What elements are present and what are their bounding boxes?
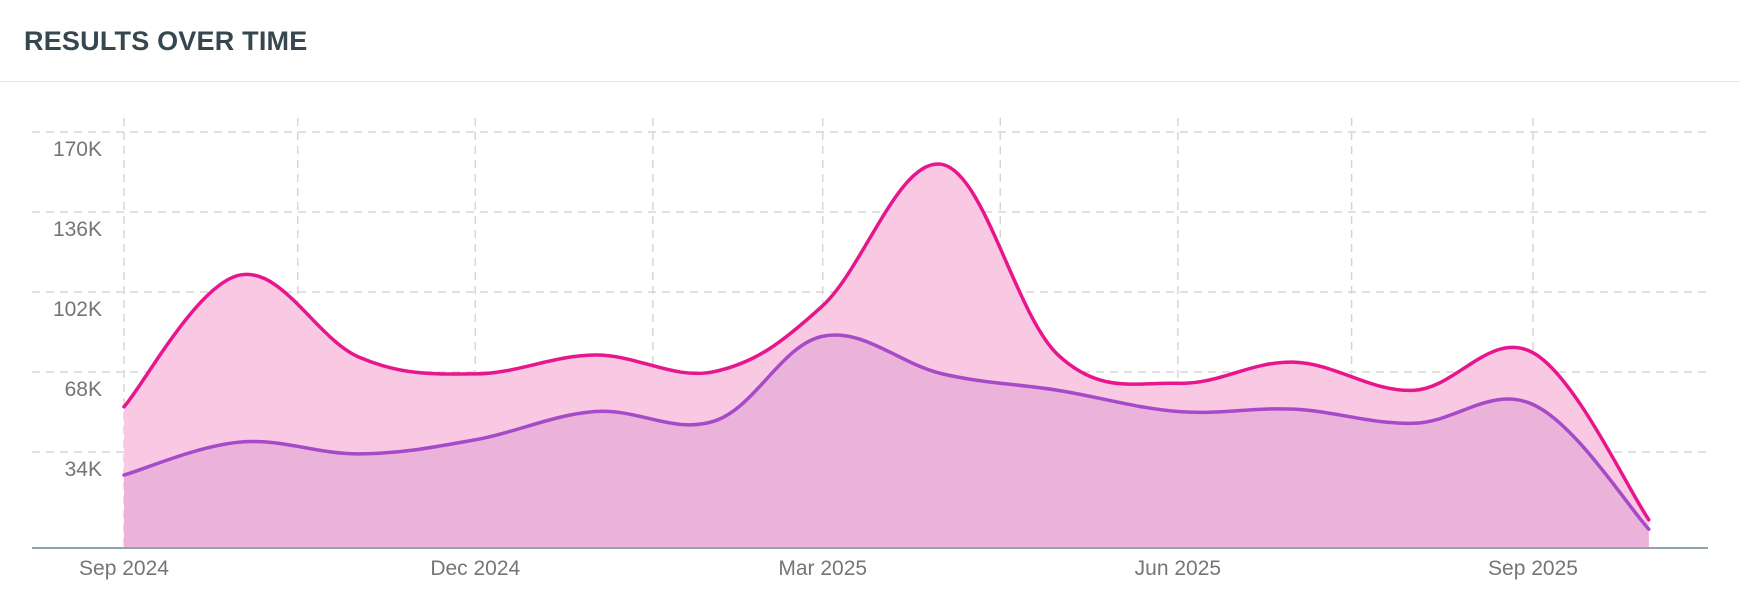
x-tick-label: Jun 2025 — [1135, 557, 1221, 580]
x-tick-label: Mar 2025 — [778, 557, 867, 580]
y-tick-label: 170K — [53, 138, 102, 161]
chart-title: RESULTS OVER TIME — [24, 26, 308, 56]
x-tick-label: Sep 2024 — [79, 557, 169, 580]
y-tick-label: 136K — [53, 218, 102, 241]
y-tick-label: 68K — [65, 378, 102, 401]
series-2-line — [122, 333, 1651, 531]
series-1-line — [122, 162, 1651, 522]
y-tick-label: 34K — [65, 458, 102, 481]
y-tick-label: 102K — [53, 298, 102, 321]
series-2-area — [124, 334, 1649, 548]
x-tick-label: Dec 2024 — [430, 557, 520, 580]
series-group — [122, 162, 1651, 549]
card-header: RESULTS OVER TIME — [0, 0, 1740, 82]
x-tick-label: Sep 2025 — [1488, 557, 1578, 580]
